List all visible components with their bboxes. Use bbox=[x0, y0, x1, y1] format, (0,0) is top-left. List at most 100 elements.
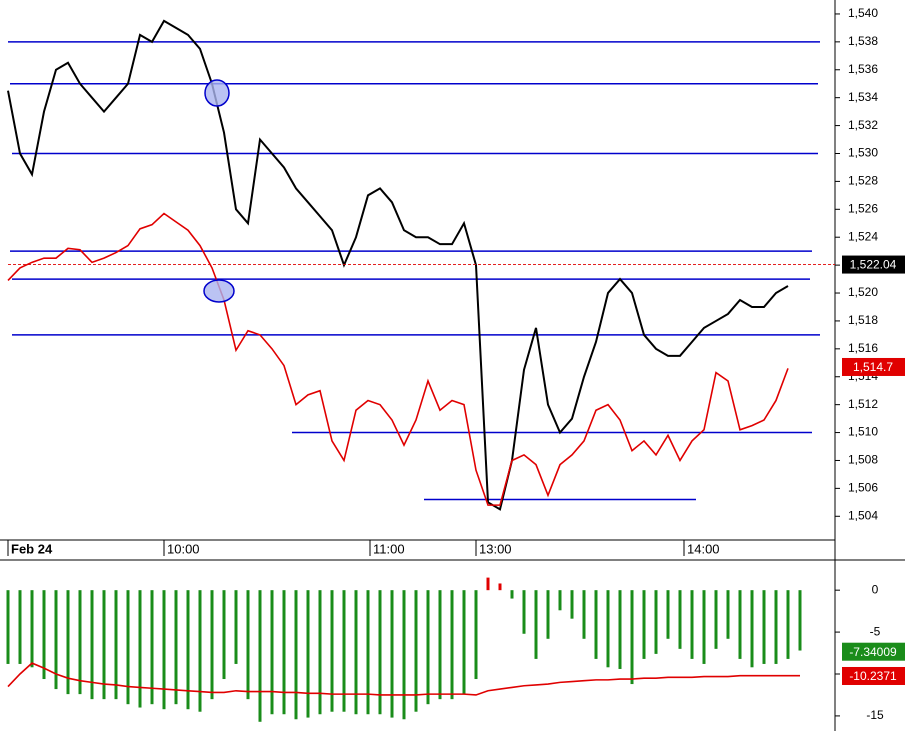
histogram-bar bbox=[726, 590, 730, 639]
y-tick-label: 1,536 bbox=[848, 62, 878, 76]
histogram-bar bbox=[222, 590, 226, 680]
histogram-bar bbox=[666, 590, 670, 639]
histogram-bar bbox=[534, 590, 538, 659]
histogram-bar bbox=[426, 590, 430, 705]
histogram-bar bbox=[42, 590, 46, 680]
histogram-bar bbox=[750, 590, 754, 668]
y-tick-label: 1,516 bbox=[848, 341, 878, 355]
histogram-bar bbox=[474, 590, 478, 680]
histogram-bar bbox=[150, 590, 154, 705]
histogram-bar bbox=[90, 590, 94, 700]
histogram-bar bbox=[354, 590, 358, 715]
histogram-bar bbox=[186, 590, 190, 710]
histogram-bar bbox=[762, 590, 766, 664]
histogram-bar bbox=[570, 590, 574, 619]
histogram-bar bbox=[234, 590, 238, 664]
histogram-bar bbox=[378, 590, 382, 715]
y-tick-label: 1,540 bbox=[848, 6, 878, 20]
last-value-box bbox=[842, 357, 905, 376]
last-value-label: 1,514.7 bbox=[853, 360, 893, 374]
y-tick-label: 1,518 bbox=[848, 313, 878, 327]
histogram-bar bbox=[30, 590, 34, 668]
y-tick-label: -15 bbox=[866, 708, 884, 722]
y-tick-label: 1,512 bbox=[848, 397, 878, 411]
x-tick-label: 11:00 bbox=[373, 541, 405, 556]
histogram-bar bbox=[330, 590, 334, 712]
x-tick-label: Feb 24 bbox=[11, 541, 53, 556]
y-tick-label: 1,526 bbox=[848, 201, 878, 215]
histogram-bar bbox=[342, 590, 346, 712]
histogram-bar bbox=[630, 590, 634, 685]
histogram-bar bbox=[798, 590, 802, 651]
y-tick-label: 1,530 bbox=[848, 146, 878, 160]
series-line bbox=[7, 662, 800, 696]
histogram-bar bbox=[210, 590, 214, 700]
histogram-bar bbox=[678, 590, 682, 649]
last-value-label: 1,522.04 bbox=[850, 258, 897, 272]
histogram-bar bbox=[66, 590, 70, 695]
histogram-bar bbox=[270, 590, 274, 715]
histogram-bar bbox=[690, 590, 694, 659]
x-tick-label: 14:00 bbox=[687, 541, 720, 556]
x-tick-label: 13:00 bbox=[479, 541, 512, 556]
histogram-bar bbox=[6, 590, 10, 664]
histogram-bar bbox=[162, 590, 166, 710]
histogram-bar bbox=[486, 577, 490, 591]
histogram-bar bbox=[54, 590, 58, 690]
histogram-bar bbox=[78, 590, 82, 695]
histogram-bar bbox=[594, 590, 598, 659]
histogram-bar bbox=[786, 590, 790, 659]
histogram-bar bbox=[138, 590, 142, 708]
histogram-bar bbox=[318, 590, 322, 715]
histogram-bar bbox=[702, 590, 706, 664]
histogram-bar bbox=[642, 590, 646, 659]
histogram-bar bbox=[402, 590, 406, 720]
histogram-bar bbox=[618, 590, 622, 669]
histogram-bar bbox=[174, 590, 178, 705]
histogram-bar bbox=[606, 590, 610, 668]
histogram-bar bbox=[558, 590, 562, 611]
y-tick-label: 1,534 bbox=[848, 90, 878, 104]
annotation-circle bbox=[204, 79, 230, 107]
histogram-bar bbox=[498, 583, 502, 591]
histogram-bar bbox=[522, 590, 526, 634]
annotation-circle bbox=[203, 279, 235, 303]
y-tick-label: 1,524 bbox=[848, 229, 878, 243]
last-value-label: -7.34009 bbox=[849, 645, 897, 659]
histogram-bar bbox=[246, 590, 250, 700]
histogram-bar bbox=[510, 590, 514, 599]
last-value-box bbox=[842, 666, 905, 685]
histogram-bar bbox=[282, 590, 286, 715]
histogram-bar bbox=[102, 590, 106, 700]
last-value-box bbox=[842, 642, 905, 661]
histogram-bar bbox=[714, 590, 718, 649]
histogram-bar bbox=[18, 590, 22, 664]
y-tick-label: 1,538 bbox=[848, 34, 878, 48]
last-value-label: -10.2371 bbox=[849, 669, 897, 683]
histogram-bar bbox=[462, 590, 466, 695]
histogram-bar bbox=[414, 590, 418, 712]
histogram-bar bbox=[654, 590, 658, 654]
y-tick-label: 1,520 bbox=[848, 285, 878, 299]
last-value-box bbox=[842, 255, 905, 274]
y-tick-label: 1,510 bbox=[848, 425, 878, 439]
histogram-bar bbox=[126, 590, 130, 705]
y-tick-label: -5 bbox=[870, 624, 881, 638]
series-line bbox=[7, 19, 789, 511]
x-tick-label: 10:00 bbox=[167, 541, 200, 556]
y-tick-label: 1,532 bbox=[848, 118, 878, 132]
histogram-bar bbox=[114, 590, 118, 700]
histogram-bar bbox=[738, 590, 742, 659]
histogram-bar bbox=[390, 590, 394, 718]
histogram-bar bbox=[438, 590, 442, 700]
histogram-bar bbox=[294, 590, 298, 720]
histogram-bar bbox=[774, 590, 778, 664]
y-tick-label: 1,508 bbox=[848, 453, 878, 467]
histogram-bar bbox=[198, 590, 202, 712]
histogram-bar bbox=[582, 590, 586, 639]
y-tick-label: 1,528 bbox=[848, 174, 878, 188]
y-tick-label: 1,504 bbox=[848, 508, 878, 522]
histogram-bar bbox=[546, 590, 550, 639]
